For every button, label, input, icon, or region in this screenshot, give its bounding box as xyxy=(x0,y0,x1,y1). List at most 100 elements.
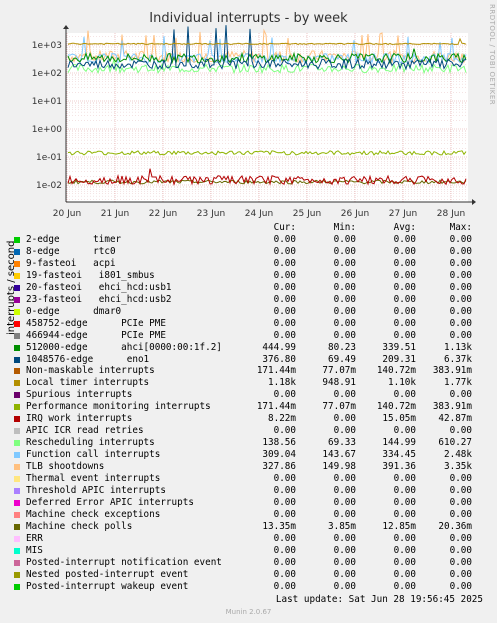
x-tick-label: 28 Jun xyxy=(437,209,465,219)
legend-series-name: 9-fasteoi acpi xyxy=(26,257,116,269)
x-tick-label: 26 Jun xyxy=(341,209,369,219)
legend-series-name: 19-fasteoi i801_smbus xyxy=(26,269,155,281)
legend-series-name: Thermal event interrupts xyxy=(26,473,161,484)
legend-avg-value: 15.05m xyxy=(382,413,416,425)
legend-swatch xyxy=(14,547,20,554)
legend-series-name: 512000-edge ahci[0000:00:1f.2] xyxy=(26,341,222,353)
legend-swatch xyxy=(14,583,20,590)
munin-version: Munin 2.0.67 xyxy=(225,608,272,616)
legend-cur-value: 0.00 xyxy=(273,293,296,305)
legend-min-value: 0.00 xyxy=(333,484,356,496)
legend-cur-value: 138.56 xyxy=(262,437,296,449)
legend-avg-value: 0.00 xyxy=(393,234,416,245)
legend-cur-value: 0.00 xyxy=(273,568,296,580)
chart-title: Individual interrupts - by week xyxy=(149,11,348,26)
legend-swatch xyxy=(14,452,20,459)
legend-cur-value: 0.00 xyxy=(273,473,296,484)
legend-cur-value: 309.04 xyxy=(262,449,296,461)
legend-cur-value: 0.00 xyxy=(273,484,296,496)
legend-max-value: 20.36m xyxy=(438,520,472,532)
legend-series-name: Rescheduling interrupts xyxy=(26,437,155,449)
legend-min-value: 0.00 xyxy=(333,257,356,269)
legend-min-value: 80.23 xyxy=(328,341,356,353)
legend-cur-value: 8.22m xyxy=(268,413,296,425)
legend-max-value: 0.00 xyxy=(449,484,472,496)
legend-series-name: 20-fasteoi ehci_hcd:usb1 xyxy=(26,281,172,293)
series-line-rescheduling xyxy=(67,59,467,75)
legend-max-value: 1.13k xyxy=(444,341,472,353)
legend-max-value: 0.00 xyxy=(449,580,472,592)
legend-series-name: Function call interrupts xyxy=(26,449,161,461)
legend-avg-value: 0.00 xyxy=(393,568,416,580)
series-line-irq-work xyxy=(67,168,467,186)
legend-cur-value: 0.00 xyxy=(273,389,296,401)
legend-max-value: 0.00 xyxy=(449,293,472,305)
legend-series-name: Threshold APIC interrupts xyxy=(26,484,166,496)
legend-cur-value: 0.00 xyxy=(273,257,296,269)
legend-max-value: 610.27 xyxy=(438,437,472,449)
legend-max-value: 0.00 xyxy=(449,317,472,329)
legend-column-header: Avg: xyxy=(393,222,416,233)
legend-series-name: TLB shootdowns xyxy=(26,461,105,473)
legend-max-value: 0.00 xyxy=(449,568,472,580)
y-axis-arrow xyxy=(63,25,69,29)
legend-series-name: ERR xyxy=(26,532,43,544)
legend-min-value: 0.00 xyxy=(333,269,356,281)
legend-series-name: Performance monitoring interrupts xyxy=(26,401,211,413)
legend-min-value: 948.91 xyxy=(322,377,356,389)
legend-avg-value: 0.00 xyxy=(393,473,416,484)
legend-max-value: 0.00 xyxy=(449,281,472,293)
legend-series-name: Machine check polls xyxy=(26,520,133,532)
rrdtool-credit: RRDTOOL / TOBI OETIKER xyxy=(488,4,496,106)
legend-min-value: 0.00 xyxy=(333,532,356,544)
legend-max-value: 0.00 xyxy=(449,556,472,568)
legend-swatch xyxy=(14,260,20,267)
legend-min-value: 77.07m xyxy=(322,401,356,413)
legend-series-name: MIS xyxy=(26,544,43,556)
legend-swatch xyxy=(14,416,20,423)
x-axis-arrow xyxy=(472,199,476,205)
legend-max-value: 0.00 xyxy=(449,269,472,281)
legend-min-value: 0.00 xyxy=(333,329,356,341)
y-tick-label: 1e+00 xyxy=(32,125,63,135)
legend-cur-value: 0.00 xyxy=(273,556,296,568)
last-update: Last update: Sat Jun 28 19:56:45 2025 xyxy=(275,594,483,605)
legend-avg-value: 339.51 xyxy=(382,341,416,353)
legend-avg-value: 144.99 xyxy=(382,437,416,449)
legend-cur-value: 13.35m xyxy=(262,520,296,532)
legend-avg-value: 0.00 xyxy=(393,317,416,329)
legend-max-value: 6.37k xyxy=(444,353,472,365)
legend-series-name: 458752-edge PCIe PME xyxy=(26,317,166,329)
legend-avg-value: 140.72m xyxy=(376,365,416,377)
legend-min-value: 3.85m xyxy=(328,520,356,532)
legend-swatch xyxy=(14,237,20,243)
legend-avg-value: 0.00 xyxy=(393,508,416,520)
legend-cur-value: 0.00 xyxy=(273,544,296,556)
legend-min-value: 0.00 xyxy=(333,580,356,592)
legend-swatch xyxy=(14,380,20,387)
legend-series-name: IRQ work interrupts xyxy=(26,413,133,425)
legend-min-value: 0.00 xyxy=(333,568,356,580)
legend-avg-value: 0.00 xyxy=(393,556,416,568)
legend-max-value: 0.00 xyxy=(449,544,472,556)
series-line-local-timer xyxy=(67,37,467,45)
x-tick-label: 21 Jun xyxy=(101,209,129,219)
x-tick-label: 24 Jun xyxy=(245,209,273,219)
legend-min-value: 69.33 xyxy=(328,437,356,449)
legend-avg-value: 0.00 xyxy=(393,389,416,401)
y-tick-label: 1e+03 xyxy=(32,41,62,51)
legend-avg-value: 0.00 xyxy=(393,269,416,281)
legend-max-value: 0.00 xyxy=(449,425,472,437)
legend-max-value: 0.00 xyxy=(449,473,472,484)
legend-cur-value: 1.18k xyxy=(268,377,296,389)
legend-series-name: APIC ICR read retries xyxy=(26,425,144,437)
legend-column-header: Cur: xyxy=(273,222,296,233)
legend-swatch xyxy=(14,499,20,506)
legend-swatch xyxy=(14,464,20,471)
legend-cur-value: 444.99 xyxy=(262,341,296,353)
legend-swatch xyxy=(14,523,20,530)
legend-avg-value: 140.72m xyxy=(376,401,416,413)
legend-swatch xyxy=(14,571,20,578)
legend-min-value: 0.00 xyxy=(333,281,356,293)
